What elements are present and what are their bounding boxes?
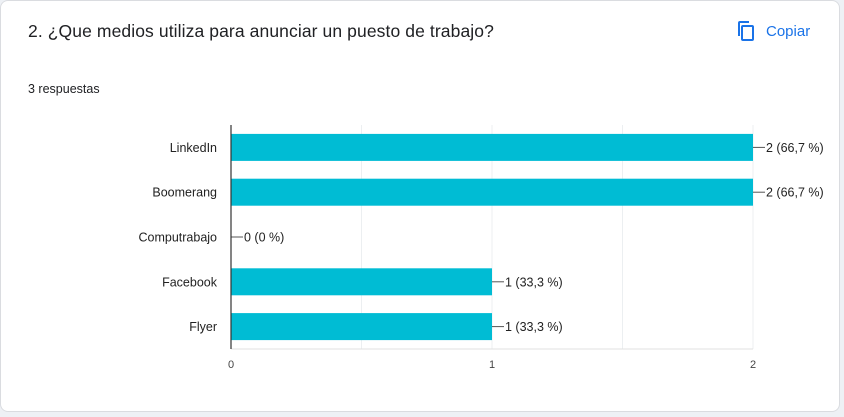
bar: [231, 178, 753, 206]
copy-button-label: Copiar: [766, 22, 811, 40]
category-label: LinkedIn: [170, 141, 217, 155]
question-title: 2. ¿Que medios utiliza para anunciar un …: [28, 21, 494, 41]
copy-icon: [736, 20, 756, 42]
category-label: Flyer: [189, 320, 217, 334]
x-tick-label: 1: [489, 359, 495, 371]
x-tick-label: 0: [228, 359, 234, 371]
bar: [231, 313, 492, 341]
responses-count: 3 respuestas: [28, 82, 100, 96]
bar: [231, 268, 492, 296]
x-tick-label: 2: [750, 359, 756, 371]
data-label: 0 (0 %): [244, 231, 284, 245]
data-label: 1 (33,3 %): [505, 275, 563, 289]
data-label: 2 (66,7 %): [766, 141, 824, 155]
category-label: Computrabajo: [138, 231, 217, 245]
bar: [231, 133, 753, 161]
copy-button[interactable]: Copiar: [728, 13, 818, 49]
data-label: 1 (33,3 %): [505, 320, 563, 334]
category-label: Facebook: [162, 275, 218, 289]
category-label: Boomerang: [152, 186, 217, 200]
data-label: 2 (66,7 %): [766, 186, 824, 200]
